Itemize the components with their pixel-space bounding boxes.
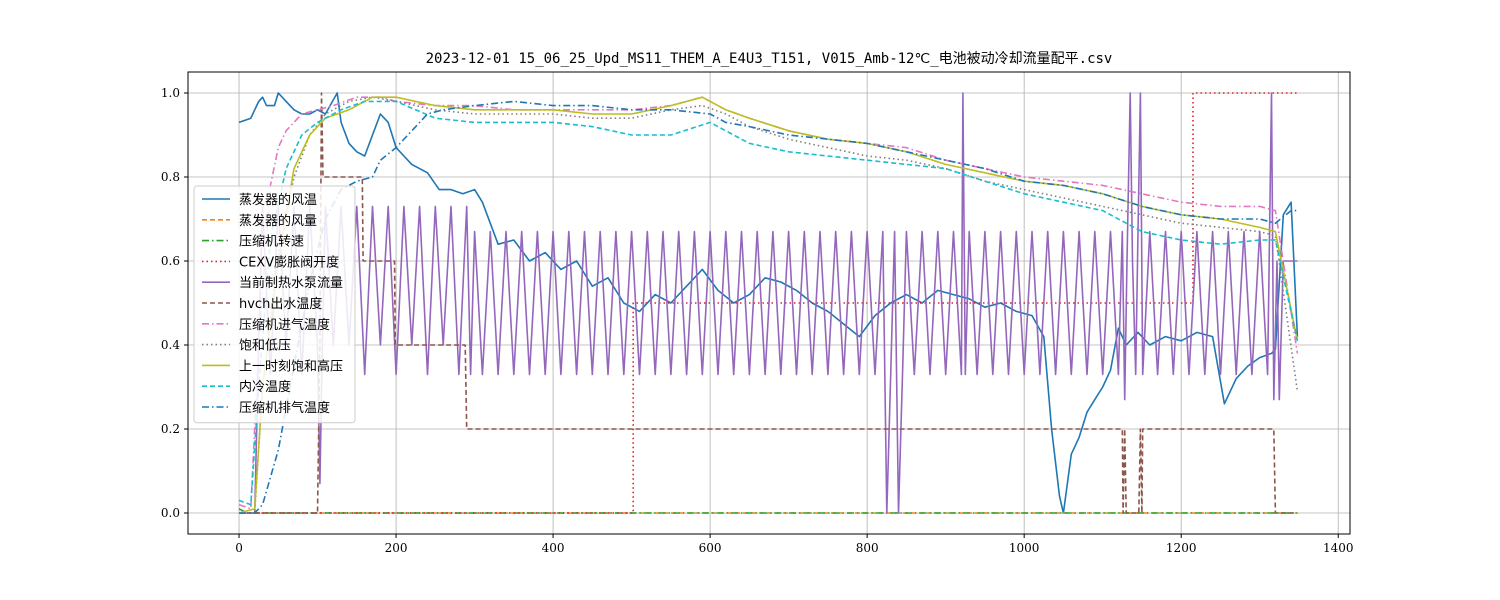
legend-label: 蒸发器的风温 <box>239 192 317 208</box>
x-tick-label: 200 <box>385 541 408 555</box>
x-tick-label: 1400 <box>1323 541 1354 555</box>
series-group <box>238 92 1299 514</box>
y-tick-label: 0.0 <box>161 506 180 520</box>
axes: 0 200 400 600 800 1000 1200 1400 0.0 0.2 0.4 0.6 0.8… <box>161 86 1354 555</box>
y-tick-label: 0.6 <box>161 254 180 268</box>
legend-label: 内冷温度 <box>239 379 291 395</box>
legend-box <box>193 185 356 424</box>
legend-label: 压缩机转速 <box>239 234 304 250</box>
legend-label: 当前制热水泵流量 <box>239 275 343 291</box>
x-tick-label: 1200 <box>1166 541 1197 555</box>
series-line-6 <box>239 92 1298 514</box>
y-tick-label: 0.2 <box>161 422 180 436</box>
series-line-5 <box>239 92 1298 514</box>
y-tick-label: 0.4 <box>161 338 180 352</box>
legend-label: 压缩机进气温度 <box>239 317 330 333</box>
legend-label: 压缩机排气温度 <box>239 400 330 416</box>
legend-label: 蒸发器的风量 <box>239 213 317 229</box>
chart-title: 2023-12-01 15_06_25_Upd_MS11_THEM_A_E4U3… <box>426 51 1113 67</box>
series-line-10 <box>238 100 1299 506</box>
series-line-3 <box>238 508 1298 514</box>
plot-frame <box>187 71 1351 535</box>
series-line-9 <box>238 96 1299 514</box>
y-tick-label: 0.8 <box>161 170 180 184</box>
legend-label: 饱和低压 <box>239 339 291 354</box>
series-line-4 <box>239 92 1298 514</box>
x-tick-label: 600 <box>699 541 722 555</box>
legend-label: 上一时刻饱和高压 <box>239 358 343 374</box>
x-tick-label: 800 <box>856 541 879 555</box>
x-tick-label: 0 <box>235 541 243 555</box>
x-tick-label: 1000 <box>1009 541 1040 555</box>
x-tick-label: 400 <box>542 541 565 555</box>
y-tick-label: 1.0 <box>161 86 180 100</box>
legend-label: CEXV膨胀阀开度 <box>239 254 339 270</box>
legend-label: hvch出水温度 <box>239 296 322 312</box>
